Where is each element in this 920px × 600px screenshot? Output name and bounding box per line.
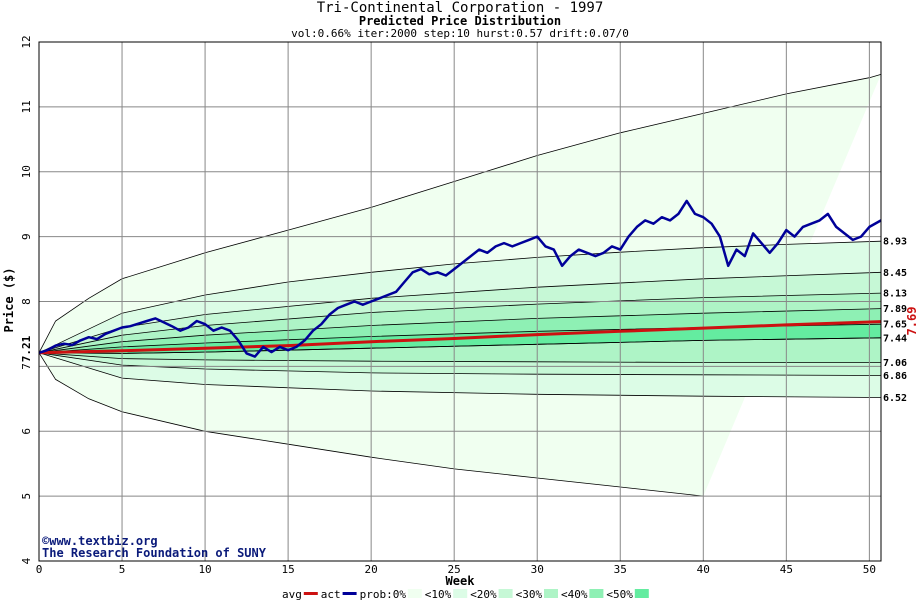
right-band-labels: 8.93 8.45 8.13 7.89 7.65 7.44 7.06 6.86 6.52 xyxy=(883,237,907,404)
legend-label-7: <50% xyxy=(606,588,633,600)
legend: avg act prob:0% <10% <20% <30% <40% <50% xyxy=(282,588,649,600)
x-tick-label-15: 15 xyxy=(281,563,294,576)
right-label-7.89: 7.89 xyxy=(883,304,907,315)
x-tick-label-35: 35 xyxy=(614,563,627,576)
end-price-label: 7.69 xyxy=(905,307,919,336)
x-tick-label-10: 10 xyxy=(198,563,211,576)
x-tick-label-25: 25 xyxy=(448,563,461,576)
chart-params: vol:0.66% iter:2000 step:10 hurst:0.57 d… xyxy=(291,27,629,40)
probability-bands xyxy=(38,74,882,497)
y-tick-label-12: 12 xyxy=(20,35,33,48)
x-tick-label-50: 50 xyxy=(863,563,876,576)
right-label-7.65: 7.65 xyxy=(883,320,907,331)
plot-frame xyxy=(38,41,882,562)
credit-website: ©www.textbiz.org xyxy=(42,534,158,548)
legend-label-2: prob:0% xyxy=(360,588,407,600)
y-tick-label-5: 5 xyxy=(20,493,33,500)
legend-swatch-band-2 xyxy=(498,589,513,598)
legend-label-0: avg xyxy=(282,588,302,600)
x-tick-label-0: 0 xyxy=(36,563,43,576)
legend-label-1: act xyxy=(321,588,341,600)
legend-swatch-act xyxy=(342,592,357,595)
x-tick-label-20: 20 xyxy=(365,563,378,576)
y-axis-label: Price ($) xyxy=(2,267,16,332)
right-label-7.44: 7.44 xyxy=(883,333,907,344)
x-tick-label-45: 45 xyxy=(780,563,793,576)
right-label-8.13: 8.13 xyxy=(883,289,907,300)
right-label-6.86: 6.86 xyxy=(883,371,907,382)
y-tick-label-9: 9 xyxy=(20,233,33,240)
legend-swatch-band-3 xyxy=(544,589,558,598)
legend-swatch-band-0 xyxy=(407,589,422,598)
right-label-8.93: 8.93 xyxy=(883,237,907,248)
x-axis-label: Week xyxy=(446,574,476,588)
y-tick-label-10: 10 xyxy=(20,165,33,178)
credit-org: The Research Foundation of SUNY xyxy=(42,546,267,560)
y-tick-label-8: 8 xyxy=(20,298,33,305)
chart-subtitle: Predicted Price Distribution xyxy=(359,14,561,28)
legend-swatch-band-5 xyxy=(634,589,649,598)
legend-swatch-band-4 xyxy=(589,589,604,598)
right-label-8.45: 8.45 xyxy=(883,268,907,279)
series-avg-line xyxy=(38,320,882,355)
series-lines xyxy=(38,199,882,358)
y-tick-label-4: 4 xyxy=(20,557,33,564)
right-label-6.52: 6.52 xyxy=(883,393,907,404)
right-label-7.06: 7.06 xyxy=(883,358,907,369)
legend-swatch-avg xyxy=(303,592,318,595)
series-act-line xyxy=(38,199,882,358)
band-upper-line-0 xyxy=(38,74,882,353)
start-price-label: 7.21 xyxy=(20,335,33,362)
y-tick-label-7: 7 xyxy=(20,363,33,370)
x-tick-label-5: 5 xyxy=(119,563,126,576)
y-tick-label-11: 11 xyxy=(20,100,33,113)
legend-swatch-band-1 xyxy=(453,589,468,598)
y-axis-ticks: 4 5 6 7 8 9 10 11 12 xyxy=(20,35,33,564)
x-tick-label-40: 40 xyxy=(697,563,710,576)
legend-label-6: <40% xyxy=(561,588,588,600)
legend-label-5: <30% xyxy=(516,588,543,600)
y-tick-label-6: 6 xyxy=(20,428,33,435)
x-axis-ticks: 0 5 10 15 20 25 30 35 40 45 50 xyxy=(36,563,876,576)
chart-title: Tri-Continental Corporation - 1997 xyxy=(317,0,604,16)
legend-label-3: <10% xyxy=(425,588,452,600)
legend-label-4: <20% xyxy=(470,588,497,600)
x-tick-label-30: 30 xyxy=(531,563,544,576)
